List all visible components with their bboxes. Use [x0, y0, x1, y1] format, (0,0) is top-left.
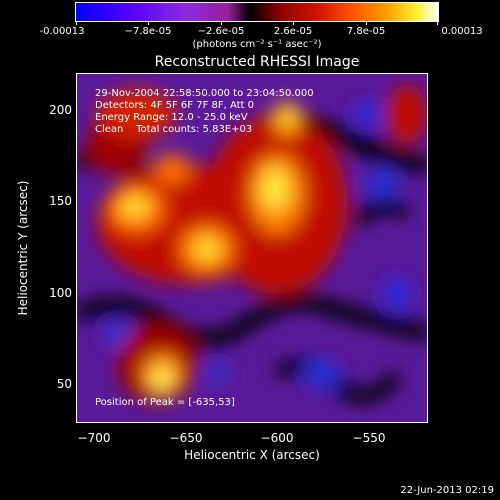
peak-position: Position of Peak = [-635,53]	[95, 397, 235, 408]
y-tick-label: 50	[56, 377, 72, 391]
y-tick-label: 100	[49, 286, 72, 300]
colorbar-label: 0.00013	[441, 26, 483, 37]
colorbar-unit: (photons cm⁻² s⁻¹ asec⁻²)	[192, 39, 322, 50]
x-tick-label: −650	[169, 431, 203, 445]
detectors: Detectors: 4F 5F 6F 7F 8F, Att 0	[95, 100, 255, 111]
clean-counts: Clean Total counts: 5.83E+03	[95, 124, 253, 135]
colorbar-label: 2.6e-05	[273, 26, 313, 37]
x-axis-label: Heliocentric X (arcsec)	[184, 448, 320, 462]
colorbar-label: -0.00013	[39, 26, 85, 37]
colorbar-label: −2.6e-05	[197, 26, 245, 37]
x-tick-label: −600	[260, 431, 294, 445]
rhessi-image	[77, 74, 427, 422]
energy-range: Energy Range: 12.0 - 25.0 keV	[95, 112, 248, 123]
y-axis-label: Heliocentric Y (arcsec)	[16, 180, 30, 316]
y-tick-label: 200	[49, 103, 72, 117]
x-tick-label: −550	[352, 431, 386, 445]
colorbar-tick	[293, 21, 294, 25]
time-range: 29-Nov-2004 22:58:50.000 to 23:04:50.000	[95, 88, 314, 99]
colorbar-label: −7.8e-05	[124, 26, 172, 37]
footer-timestamp: 22-Jun-2013 02:19	[400, 485, 494, 496]
colorbar-tick	[148, 21, 149, 25]
colorbar-tick	[221, 21, 222, 25]
colorbar	[75, 2, 439, 22]
image-plot	[76, 73, 428, 423]
colorbar-tick	[366, 21, 367, 25]
colorbar-label: 7.8e-05	[346, 26, 386, 37]
plot-title: Reconstructed RHESSI Image	[154, 54, 360, 70]
colorbar-tick	[76, 21, 77, 25]
colorbar-tick	[437, 21, 438, 25]
x-tick-label: −700	[77, 431, 111, 445]
y-tick-label: 150	[49, 194, 72, 208]
